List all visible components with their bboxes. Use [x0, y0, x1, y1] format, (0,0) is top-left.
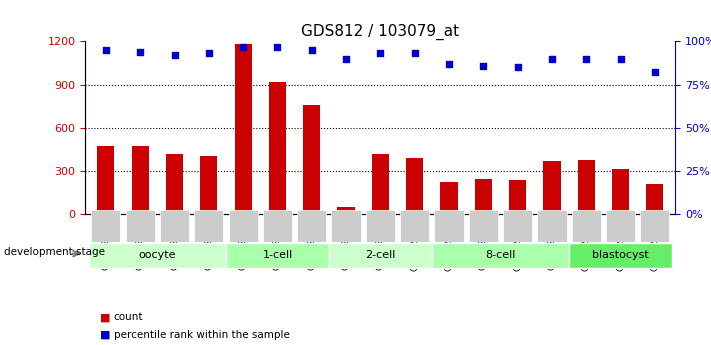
FancyBboxPatch shape — [469, 210, 498, 241]
Point — [237, 44, 249, 49]
Bar — [269, 82, 286, 214]
FancyBboxPatch shape — [569, 243, 672, 268]
FancyBboxPatch shape — [538, 210, 567, 241]
FancyBboxPatch shape — [160, 210, 189, 241]
Point — [375, 51, 386, 56]
Text: oocyte: oocyte — [139, 250, 176, 260]
Bar — [97, 146, 114, 214]
Text: 1-cell: 1-cell — [262, 250, 293, 260]
FancyBboxPatch shape — [228, 210, 257, 241]
Bar — [440, 182, 458, 214]
Bar — [201, 156, 218, 214]
Bar — [406, 158, 423, 214]
Bar — [132, 146, 149, 214]
Bar — [475, 179, 492, 214]
Point — [134, 49, 146, 55]
Point — [341, 56, 352, 61]
Bar — [577, 160, 595, 214]
Text: 8-cell: 8-cell — [486, 250, 515, 260]
Text: ■: ■ — [100, 313, 110, 322]
Point — [169, 52, 180, 58]
FancyBboxPatch shape — [329, 243, 432, 268]
Point — [649, 70, 661, 75]
FancyBboxPatch shape — [503, 210, 533, 241]
Bar — [235, 44, 252, 214]
Bar — [543, 161, 560, 214]
Text: development stage: development stage — [4, 247, 105, 257]
FancyBboxPatch shape — [297, 210, 326, 241]
Bar — [509, 180, 526, 214]
FancyBboxPatch shape — [126, 210, 155, 241]
Bar — [303, 105, 321, 214]
FancyBboxPatch shape — [91, 210, 120, 241]
Bar — [338, 207, 355, 214]
Text: count: count — [114, 313, 143, 322]
FancyBboxPatch shape — [572, 210, 601, 241]
Point — [444, 61, 455, 67]
Text: blastocyst: blastocyst — [592, 250, 649, 260]
Point — [203, 51, 215, 56]
Point — [615, 56, 626, 61]
Point — [306, 47, 317, 53]
Text: percentile rank within the sample: percentile rank within the sample — [114, 330, 289, 339]
FancyBboxPatch shape — [331, 210, 360, 241]
FancyBboxPatch shape — [263, 210, 292, 241]
FancyBboxPatch shape — [641, 210, 670, 241]
FancyBboxPatch shape — [226, 243, 329, 268]
FancyBboxPatch shape — [400, 210, 429, 241]
FancyBboxPatch shape — [89, 243, 226, 268]
Bar — [646, 184, 663, 214]
Title: GDS812 / 103079_at: GDS812 / 103079_at — [301, 24, 459, 40]
Bar — [612, 169, 629, 214]
Text: ■: ■ — [100, 330, 110, 339]
FancyBboxPatch shape — [365, 210, 395, 241]
Point — [100, 47, 112, 53]
FancyBboxPatch shape — [606, 210, 635, 241]
Point — [546, 56, 557, 61]
Point — [512, 65, 523, 70]
Point — [478, 63, 489, 68]
Point — [272, 44, 283, 49]
Point — [581, 56, 592, 61]
Text: 2-cell: 2-cell — [365, 250, 395, 260]
Bar — [372, 154, 389, 214]
Bar — [166, 154, 183, 214]
FancyBboxPatch shape — [194, 210, 223, 241]
FancyBboxPatch shape — [432, 243, 569, 268]
Point — [409, 51, 420, 56]
FancyBboxPatch shape — [434, 210, 464, 241]
